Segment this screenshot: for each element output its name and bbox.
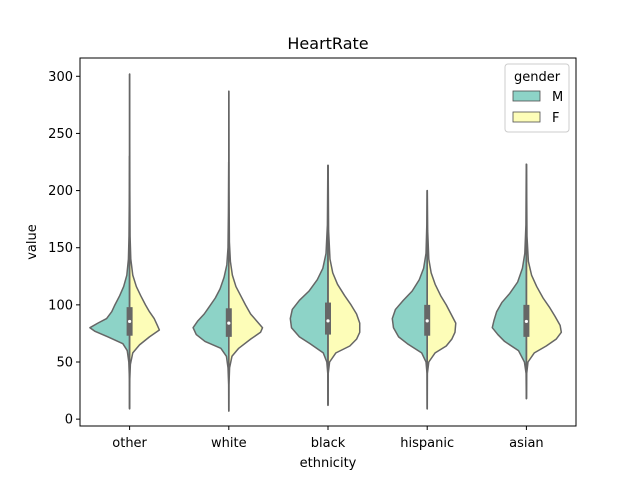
legend: gender M F — [504, 63, 570, 133]
y-tick-label-0: 0 — [65, 413, 73, 428]
violin-asian-m — [491, 163, 528, 400]
legend-label-m: M — [552, 90, 563, 105]
x-axis-ticks: other white black hispanic asian — [112, 426, 544, 451]
x-tick-label-other: other — [112, 436, 147, 451]
y-tick-label-300: 300 — [48, 70, 73, 85]
chart-title: HeartRate — [287, 34, 368, 53]
violin-other-m — [89, 155, 131, 410]
median-dot-hispanic — [425, 319, 429, 323]
y-tick-label-50: 50 — [56, 356, 73, 371]
violin-hispanic-f — [426, 189, 457, 410]
y-tick-label-200: 200 — [48, 184, 73, 199]
y-axis-label: value — [25, 224, 40, 260]
violins-layer — [89, 73, 563, 412]
y-axis-ticks: 0 50 100 150 200 250 300 — [48, 70, 80, 428]
legend-label-f: F — [552, 111, 559, 126]
violin-black-f — [327, 164, 361, 406]
violin-asian-f — [525, 163, 563, 400]
violin-white-f — [228, 90, 264, 412]
median-dot-black — [326, 319, 330, 323]
violin-black-m — [289, 164, 329, 407]
median-dot-other — [128, 319, 132, 324]
legend-title: gender — [514, 70, 561, 85]
violin-white-m — [192, 161, 230, 411]
median-dot-asian — [524, 319, 529, 324]
y-tick-label-250: 250 — [48, 127, 73, 142]
x-tick-label-asian: asian — [509, 436, 544, 451]
x-tick-label-black: black — [311, 436, 346, 451]
y-tick-label-150: 150 — [48, 241, 73, 256]
x-tick-label-hispanic: hispanic — [400, 436, 454, 451]
violin-other-f — [128, 73, 161, 409]
iqr-box-black — [325, 302, 331, 335]
violin-hispanic-m — [391, 189, 428, 410]
inner-boxes-layer — [126, 74, 530, 412]
y-tick-label-100: 100 — [48, 298, 73, 313]
x-axis-label: ethnicity — [300, 456, 357, 471]
median-dot-white — [227, 321, 231, 325]
x-tick-label-white: white — [211, 436, 247, 451]
legend-swatch-f — [512, 111, 541, 123]
legend-swatch-m — [512, 90, 541, 102]
